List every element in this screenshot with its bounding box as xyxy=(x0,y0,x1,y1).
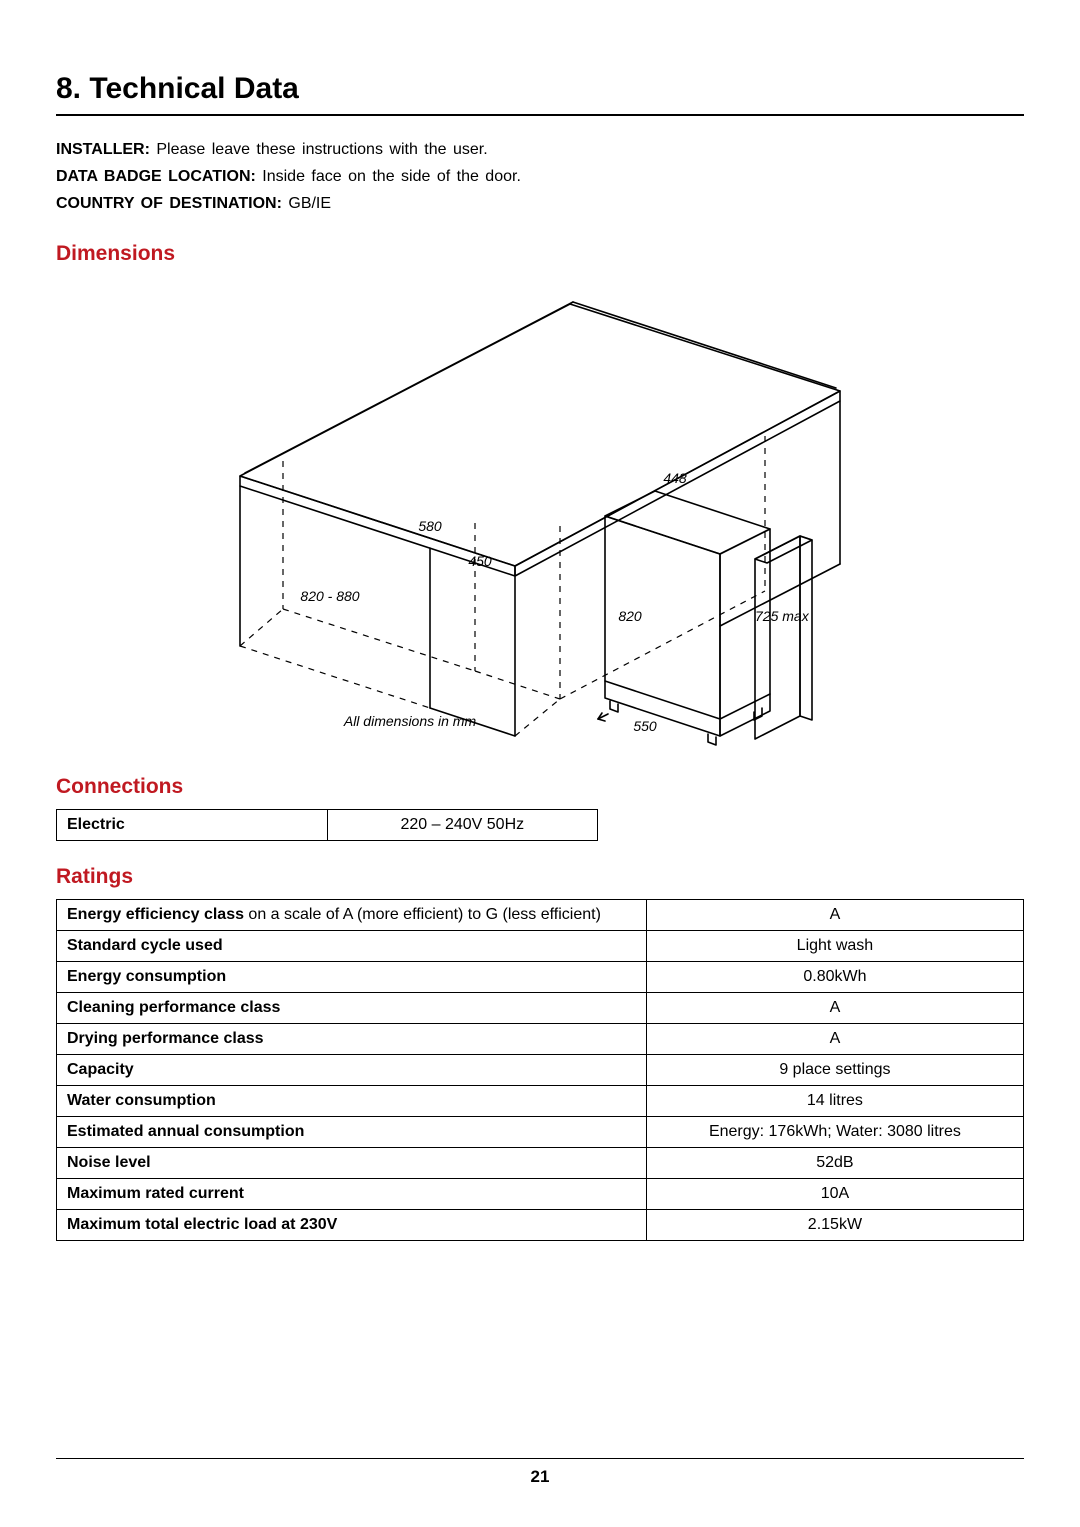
rating-label: Estimated annual consumption xyxy=(57,1116,647,1147)
rating-value: A xyxy=(646,1023,1023,1054)
table-row: Energy efficiency class on a scale of A … xyxy=(57,899,1024,930)
dimensions-heading: Dimensions xyxy=(56,242,1024,266)
rating-value: 0.80kWh xyxy=(646,961,1023,992)
section-title: 8. Technical Data xyxy=(56,72,1024,106)
rating-label: Energy efficiency class on a scale of A … xyxy=(57,899,647,930)
rating-value: 9 place settings xyxy=(646,1054,1023,1085)
dim-580: 580 xyxy=(418,518,442,534)
table-row: Capacity9 place settings xyxy=(57,1054,1024,1085)
rating-label: Cleaning performance class xyxy=(57,992,647,1023)
table-row: Water consumption14 litres xyxy=(57,1085,1024,1116)
intro-block: INSTALLER: Please leave these instructio… xyxy=(56,136,1024,218)
country-label: COUNTRY OF DESTINATION: xyxy=(56,195,282,212)
ratings-heading: Ratings xyxy=(56,865,1024,889)
table-row: Estimated annual consumptionEnergy: 176k… xyxy=(57,1116,1024,1147)
table-row: Cleaning performance classA xyxy=(57,992,1024,1023)
table-row: Drying performance classA xyxy=(57,1023,1024,1054)
page-number: 21 xyxy=(0,1467,1080,1487)
rating-label: Maximum rated current xyxy=(57,1178,647,1209)
dim-caption: All dimensions in mm xyxy=(343,713,477,729)
connections-table: Electric 220 – 240V 50Hz xyxy=(56,809,598,841)
table-row: Standard cycle usedLight wash xyxy=(57,930,1024,961)
installer-label: INSTALLER: xyxy=(56,141,150,158)
rating-label: Maximum total electric load at 230V xyxy=(57,1209,647,1240)
country-text: GB/IE xyxy=(282,195,331,212)
dim-820: 820 xyxy=(618,608,642,624)
rating-value: 52dB xyxy=(646,1147,1023,1178)
ratings-table: Energy efficiency class on a scale of A … xyxy=(56,899,1024,1241)
dim-550: 550 xyxy=(633,718,657,734)
badge-label: DATA BADGE LOCATION: xyxy=(56,168,256,185)
rating-value: 14 litres xyxy=(646,1085,1023,1116)
dim-448: 448 xyxy=(663,470,687,486)
rating-value: 2.15kW xyxy=(646,1209,1023,1240)
rating-value: A xyxy=(646,992,1023,1023)
conn-value: 220 – 240V 50Hz xyxy=(327,809,598,840)
table-row: Maximum rated current10A xyxy=(57,1178,1024,1209)
table-row: Energy consumption0.80kWh xyxy=(57,961,1024,992)
dim-725: 725 max xyxy=(755,608,810,624)
installer-text: Please leave these instructions with the… xyxy=(150,141,488,158)
rating-value: Energy: 176kWh; Water: 3080 litres xyxy=(646,1116,1023,1147)
table-row: Noise level52dB xyxy=(57,1147,1024,1178)
conn-label: Electric xyxy=(57,809,328,840)
rating-value: 10A xyxy=(646,1178,1023,1209)
badge-text: Inside face on the side of the door. xyxy=(256,168,521,185)
table-row: Maximum total electric load at 230V2.15k… xyxy=(57,1209,1024,1240)
footer-divider xyxy=(56,1458,1024,1459)
dimensions-diagram: .s { stroke:#000; stroke-width:1.6; fill… xyxy=(56,276,1024,751)
rating-value: A xyxy=(646,899,1023,930)
rating-label: Energy consumption xyxy=(57,961,647,992)
rating-value: Light wash xyxy=(646,930,1023,961)
rating-label: Drying performance class xyxy=(57,1023,647,1054)
dim-450: 450 xyxy=(468,553,492,569)
title-divider xyxy=(56,114,1024,116)
rating-label: Noise level xyxy=(57,1147,647,1178)
rating-label: Capacity xyxy=(57,1054,647,1085)
table-row: Electric 220 – 240V 50Hz xyxy=(57,809,598,840)
dim-820-880: 820 - 880 xyxy=(300,588,359,604)
rating-label: Water consumption xyxy=(57,1085,647,1116)
connections-heading: Connections xyxy=(56,775,1024,799)
rating-label: Standard cycle used xyxy=(57,930,647,961)
